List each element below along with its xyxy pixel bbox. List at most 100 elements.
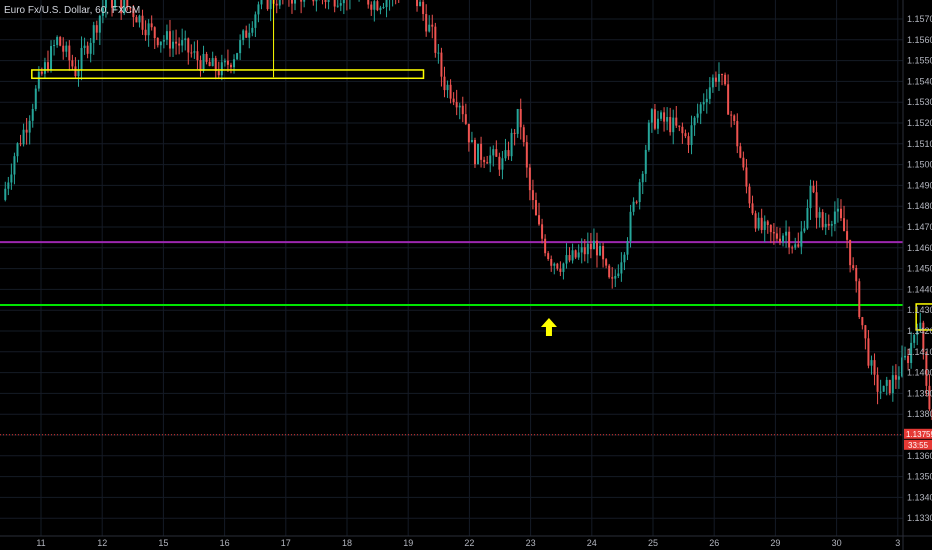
price-tick-label: 1.15500: [907, 56, 932, 66]
candle-down: [797, 244, 800, 247]
candle-up: [516, 108, 519, 134]
candle-up: [248, 32, 251, 38]
candle-up: [818, 212, 821, 218]
candle-down: [538, 215, 541, 225]
candle-down: [425, 14, 428, 32]
candle-up: [13, 156, 16, 175]
price-axis[interactable]: 1.15700 1.15600 1.15500 1.15400 1.15300 1.152…: [904, 14, 932, 523]
candle-up: [492, 149, 495, 156]
candle-down: [464, 114, 467, 124]
candle-up: [10, 174, 13, 183]
candle-up: [705, 98, 708, 103]
symbol-title: Euro Fx/U.S. Dollar, 60, FXCM: [4, 5, 140, 16]
candle-down: [324, 0, 327, 2]
candle-up: [159, 41, 162, 46]
candle-down: [422, 1, 425, 15]
candle-up: [257, 4, 260, 15]
candle-down: [675, 117, 678, 126]
price-tick-label: 1.14300: [907, 305, 932, 315]
candle-down: [455, 102, 458, 108]
candle-down: [473, 139, 476, 165]
candle-up: [809, 185, 812, 209]
candle-up: [562, 263, 565, 272]
time-tick-label: 15: [158, 538, 168, 548]
candle-up: [553, 263, 556, 266]
candle-up: [28, 120, 31, 133]
candle-up: [428, 24, 431, 32]
candle-down: [852, 265, 855, 268]
candle-up: [342, 0, 345, 4]
price-tick-label: 1.14000: [907, 368, 932, 378]
candle-down: [187, 38, 190, 53]
price-tick-label: 1.15600: [907, 35, 932, 45]
candle-up: [477, 143, 480, 165]
candle-up: [919, 322, 922, 331]
candle-down: [178, 43, 181, 46]
candle-up: [690, 125, 693, 146]
candle-down: [40, 71, 43, 74]
candle-up: [571, 250, 574, 261]
candle-up: [702, 102, 705, 105]
candle-down: [843, 218, 846, 232]
candle-down: [431, 24, 434, 27]
candle-down: [760, 217, 763, 230]
candle-down: [775, 233, 778, 239]
time-tick-label: 30: [832, 538, 842, 548]
candle-up: [181, 40, 184, 46]
candle-down: [736, 121, 739, 147]
candle-down: [333, 0, 336, 7]
candle-up: [785, 231, 788, 236]
price-tick-label: 1.15100: [907, 139, 932, 149]
candle-up: [385, 0, 388, 8]
candle-down: [684, 133, 687, 137]
countdown-label: 33:55: [908, 441, 929, 450]
candle-up: [37, 71, 40, 89]
candle-up: [242, 30, 245, 41]
candle-up: [708, 87, 711, 99]
candle-down: [733, 115, 736, 122]
top-left-zone-rectangle[interactable]: [31, 69, 425, 80]
time-tick-label: 17: [281, 538, 291, 548]
candle-down: [68, 45, 71, 61]
candle-up: [599, 246, 602, 256]
price-tick-label: 1.13500: [907, 472, 932, 482]
candle-up: [379, 7, 382, 11]
price-tick-label: 1.13600: [907, 451, 932, 461]
candle-down: [507, 150, 510, 157]
candle-down: [156, 38, 159, 46]
candle-up: [489, 155, 492, 164]
time-tick-label: 29: [770, 538, 780, 548]
candle-up: [147, 23, 150, 36]
candle-down: [681, 126, 684, 134]
drawn-rectangles[interactable]: [31, 0, 932, 506]
arrow-up-icon: [540, 318, 557, 336]
candle-up: [699, 104, 702, 114]
candle-down: [815, 192, 818, 218]
candle-up: [885, 379, 888, 386]
candle-down: [416, 0, 419, 7]
candle-up: [629, 211, 632, 242]
candle-up: [382, 7, 385, 9]
candle-down: [217, 70, 220, 76]
candle-down: [522, 127, 525, 143]
price-tick-label: 1.15000: [907, 160, 932, 170]
candle-up: [806, 208, 809, 229]
candle-up: [656, 118, 659, 129]
horizontal-lines[interactable]: [0, 241, 903, 436]
candle-down: [559, 268, 562, 272]
candle-up: [260, 0, 263, 5]
candle-down: [855, 267, 858, 282]
candle-down: [71, 60, 74, 67]
upper-right-zone-rectangle[interactable]: [915, 303, 932, 331]
candle-up: [165, 31, 168, 40]
candle-down: [730, 114, 733, 116]
candle-down: [568, 255, 571, 261]
candle-down: [370, 4, 373, 10]
candle-down: [312, 0, 315, 2]
price-tick-label: 1.14600: [907, 243, 932, 253]
candle-down: [788, 231, 791, 248]
time-axis[interactable]: 11 12 15 16 17 18 19 22 23 24 25 26 29 30 3: [36, 538, 900, 548]
candle-up: [4, 188, 7, 200]
candle-down: [86, 45, 89, 54]
